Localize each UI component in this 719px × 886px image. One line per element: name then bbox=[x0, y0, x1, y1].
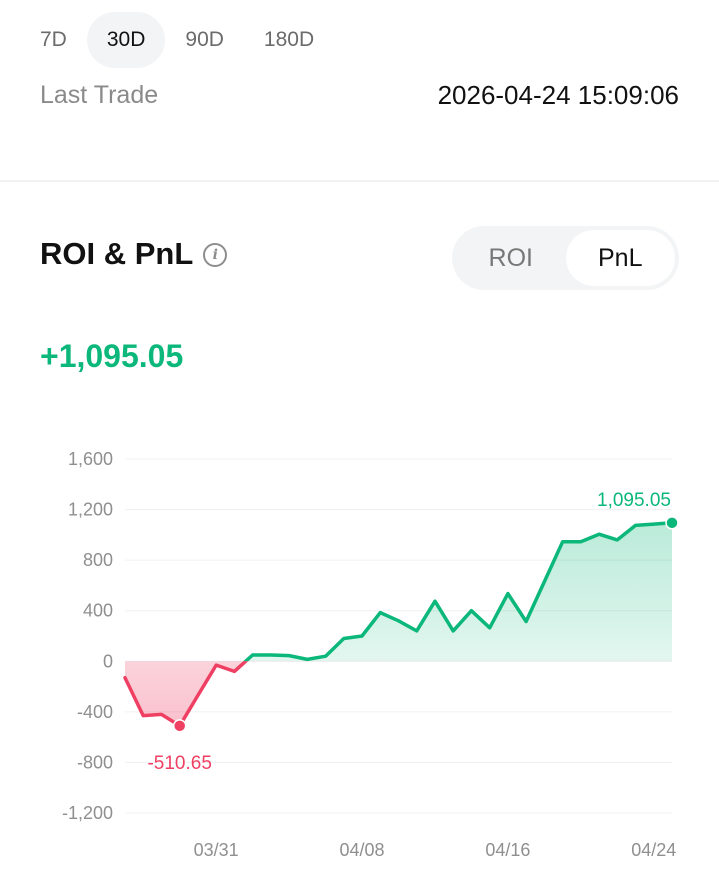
period-tabs: 7D 30D 90D 180D bbox=[20, 12, 334, 68]
x-tick-label: 04/16 bbox=[485, 840, 530, 860]
toggle-pnl[interactable]: PnL bbox=[565, 230, 675, 286]
last-trade-row: Last Trade 2026-04-24 15:09:06 bbox=[40, 80, 679, 111]
pnl-chart: 1,600 1,200 800 400 0 -400 -800 -1,200 03/31 04/… bbox=[62, 449, 679, 860]
y-tick-label: 0 bbox=[103, 651, 113, 671]
y-tick-label: 1,600 bbox=[68, 449, 113, 469]
y-tick-label: -400 bbox=[77, 702, 113, 722]
line-layer bbox=[123, 521, 674, 728]
max-point-label: 1,095.05 bbox=[597, 490, 671, 511]
y-tick-label: 800 bbox=[83, 550, 113, 570]
area-layer bbox=[125, 522, 672, 726]
section-title: ROI & PnL bbox=[40, 236, 194, 271]
min-point-marker bbox=[172, 719, 187, 733]
toggle-roi[interactable]: ROI bbox=[488, 244, 533, 272]
annotation-layer: 1,095.05 -510.65 bbox=[147, 490, 679, 774]
x-tick-label: 03/31 bbox=[194, 840, 239, 860]
max-point-marker bbox=[665, 516, 679, 530]
period-tab-180d[interactable]: 180D bbox=[263, 28, 315, 51]
period-tab-90d[interactable]: 90D bbox=[185, 28, 224, 51]
period-tab-7d[interactable]: 7D bbox=[40, 28, 67, 51]
y-tick-label: -800 bbox=[77, 752, 113, 772]
y-tick-label: -1,200 bbox=[62, 803, 113, 823]
x-tick-label: 04/08 bbox=[340, 840, 385, 860]
period-tab-30d[interactable]: 30D bbox=[86, 12, 166, 68]
area-positive bbox=[245, 522, 672, 662]
y-axis-labels: 1,600 1,200 800 400 0 -400 -800 -1,200 bbox=[62, 449, 113, 823]
roi-pnl-toggle: ROI PnL bbox=[452, 226, 679, 290]
min-point-label: -510.65 bbox=[147, 753, 211, 774]
x-axis-labels: 03/31 04/08 04/16 04/24 bbox=[194, 840, 677, 860]
pnl-total-value: +1,095.05 bbox=[40, 338, 184, 374]
x-tick-label: 04/24 bbox=[631, 840, 676, 860]
info-icon[interactable]: i bbox=[203, 243, 228, 267]
line-positive bbox=[243, 521, 674, 662]
line-negative bbox=[123, 661, 249, 728]
last-trade-value: 2026-04-24 15:09:06 bbox=[437, 80, 679, 110]
section-divider bbox=[0, 180, 719, 182]
last-trade-label: Last Trade bbox=[40, 81, 159, 109]
y-tick-label: 400 bbox=[83, 601, 113, 621]
y-tick-label: 1,200 bbox=[68, 500, 113, 520]
section-header: ROI & PnL i bbox=[40, 236, 228, 272]
